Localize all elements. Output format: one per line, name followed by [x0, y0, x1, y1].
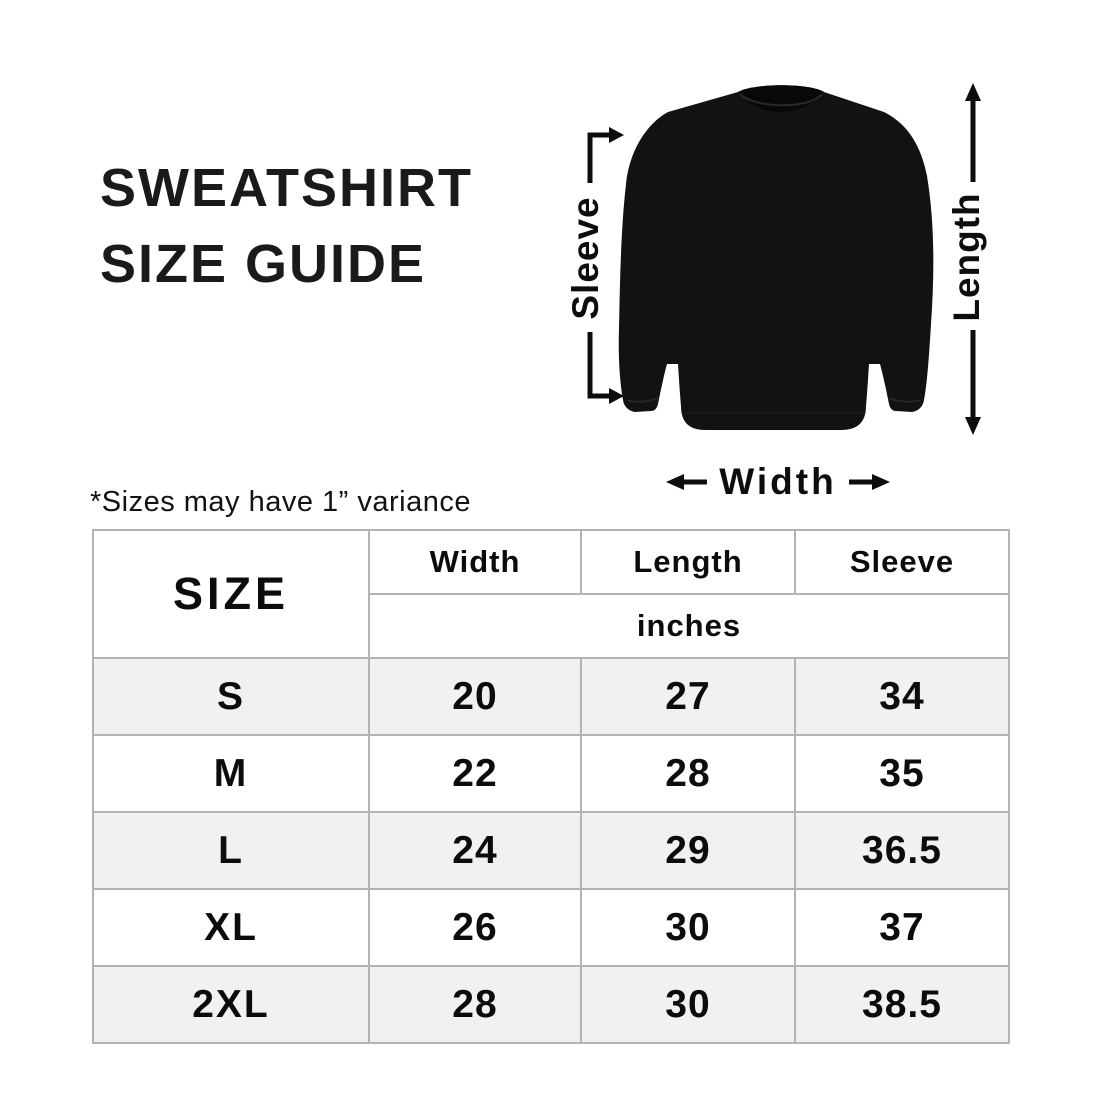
length-cell: 28	[580, 734, 796, 813]
width-cell: 26	[368, 888, 582, 967]
length-cell: 30	[580, 888, 796, 967]
size-cell: L	[92, 811, 370, 890]
length-measure-label: Length	[946, 192, 987, 322]
width-cell: 20	[368, 657, 582, 736]
sweatshirt-measurement-figure: Sleeve Length Width	[560, 50, 1040, 515]
measurement-arrows	[587, 83, 981, 490]
sleeve-measure-label: Sleeve	[565, 196, 606, 320]
table-row: L 24 29 36.5	[92, 811, 1010, 890]
unit-header-row: inches	[93, 593, 1010, 659]
size-cell: XL	[92, 888, 370, 967]
size-cell: 2XL	[92, 965, 370, 1044]
variance-note: *Sizes may have 1” variance	[90, 486, 471, 518]
table-row: M 22 28 35	[92, 734, 1010, 813]
table-row: XL 26 30 37	[92, 888, 1010, 967]
length-column-header: Length	[580, 529, 796, 595]
sleeve-cell: 37	[794, 888, 1010, 967]
size-table: SIZE Width Length Sleeve inches S 20 27 …	[92, 529, 1010, 1044]
page-title-line1: SWEATSHIRT	[100, 158, 473, 218]
unit-header: inches	[368, 593, 1010, 659]
width-cell: 28	[368, 965, 582, 1044]
length-cell: 30	[580, 965, 796, 1044]
size-column-header: SIZE	[92, 529, 370, 659]
size-cell: S	[92, 657, 370, 736]
width-cell: 22	[368, 734, 582, 813]
size-cell: M	[92, 734, 370, 813]
width-arrow-right-icon	[849, 474, 890, 490]
table-row: S 20 27 34	[92, 657, 1010, 736]
table-header-row: SIZE Width Length Sleeve	[92, 529, 1010, 659]
sleeve-column-header: Sleeve	[794, 529, 1010, 595]
width-cell: 24	[368, 811, 582, 890]
width-column-header: Width	[368, 529, 582, 595]
sleeve-arrow-icon	[587, 132, 610, 399]
page-title-line2: SIZE GUIDE	[100, 234, 427, 294]
width-arrow-left-icon	[666, 474, 707, 490]
page-title: SWEATSHIRT SIZE GUIDE	[100, 150, 473, 302]
width-measure-label: Width	[719, 461, 837, 502]
sweatshirt-image	[618, 85, 934, 430]
table-row: 2XL 28 30 38.5	[92, 965, 1010, 1044]
sleeve-cell: 38.5	[794, 965, 1010, 1044]
sleeve-cell: 34	[794, 657, 1010, 736]
sleeve-cell: 35	[794, 734, 1010, 813]
length-cell: 27	[580, 657, 796, 736]
sleeve-cell: 36.5	[794, 811, 1010, 890]
length-cell: 29	[580, 811, 796, 890]
